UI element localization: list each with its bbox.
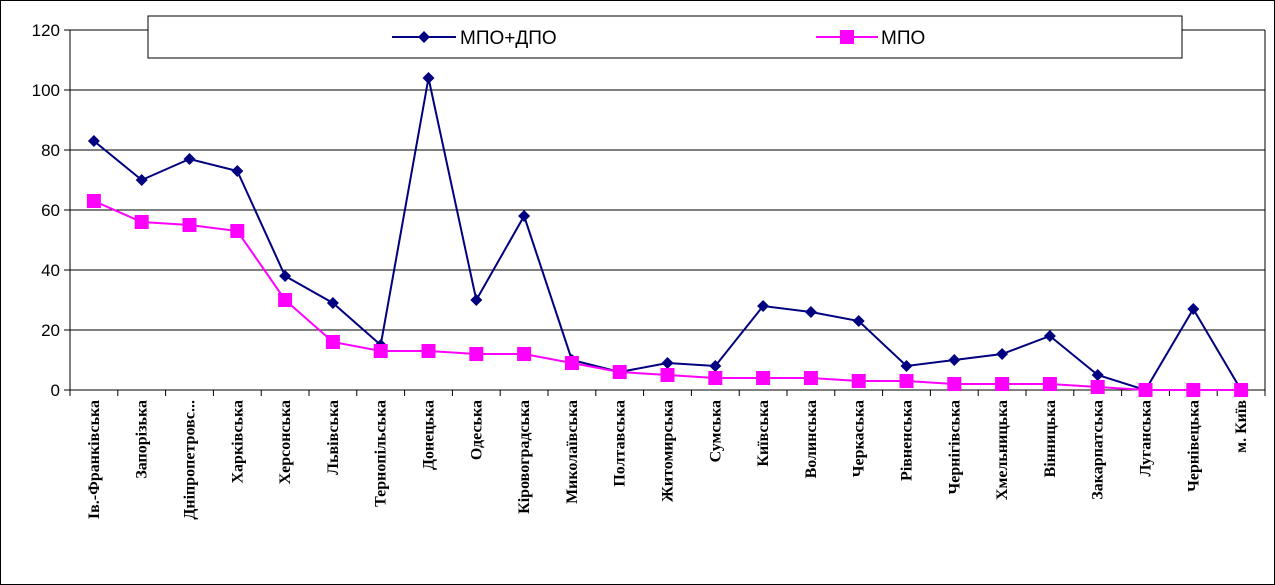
x-tick-label: Полтавська	[612, 400, 629, 487]
data-point-square	[612, 365, 627, 379]
data-point-square	[134, 215, 149, 229]
data-point-square	[1138, 383, 1153, 397]
x-tick-label: Тернопільська	[373, 400, 390, 507]
x-tick-label: Волинська	[803, 400, 820, 478]
x-tick-label: Дніпропетровс...	[182, 400, 199, 520]
legend-label-2: МПО	[881, 28, 925, 49]
data-point-diamond	[661, 357, 674, 369]
y-tick-label: 60	[41, 201, 60, 220]
data-point-square	[660, 368, 675, 382]
data-point-square	[947, 377, 962, 391]
x-tick-label: Донецька	[421, 400, 438, 470]
y-tick-label: 40	[41, 261, 60, 280]
x-tick-label: Луганська	[1138, 400, 1155, 477]
data-point-square	[86, 194, 101, 208]
data-point-square	[564, 356, 579, 370]
x-tick-label: Вінницька	[1042, 400, 1059, 477]
x-tick-label: Львівська	[325, 400, 342, 475]
data-point-square	[899, 374, 914, 388]
x-tick-label: Житомирська	[660, 400, 677, 502]
data-point-diamond	[135, 174, 148, 186]
y-axis-ticks: 0 20 40 60 80 100 120	[32, 21, 60, 400]
data-point-diamond	[900, 360, 913, 372]
data-point-square	[469, 347, 484, 361]
data-point-square	[325, 335, 340, 349]
data-point-diamond	[996, 348, 1009, 360]
x-tick-label: м. Київ	[1233, 400, 1250, 453]
data-point-diamond	[1043, 330, 1056, 342]
data-point-square	[1234, 383, 1249, 397]
axes	[64, 29, 1266, 396]
legend-marker-square-2	[840, 30, 854, 44]
data-point-diamond	[1187, 303, 1200, 315]
y-tick-label: 80	[41, 141, 60, 160]
data-point-diamond	[87, 135, 100, 147]
x-tick-label: Харківська	[229, 400, 246, 484]
x-tick-label: Херсонська	[277, 400, 294, 484]
data-point-square	[1090, 380, 1105, 394]
legend: МПО+ДПО МПО	[147, 15, 1183, 59]
legend-box	[147, 15, 1183, 59]
data-point-square	[851, 374, 866, 388]
legend-label-1: МПО+ДПО	[460, 28, 557, 49]
data-point-square	[182, 218, 197, 232]
data-point-diamond	[518, 210, 531, 222]
data-point-square	[1042, 377, 1057, 391]
data-point-square	[517, 347, 532, 361]
data-point-diamond	[279, 270, 292, 282]
data-point-diamond	[326, 297, 339, 309]
x-tick-label: Кіровоградська	[516, 400, 533, 514]
x-tick-label: Хмельницька	[994, 400, 1011, 500]
data-point-diamond	[231, 165, 244, 177]
series	[86, 72, 1249, 397]
data-point-square	[708, 371, 723, 385]
data-point-square	[230, 224, 245, 238]
data-point-diamond	[757, 300, 770, 312]
data-point-diamond	[948, 354, 961, 366]
data-point-square	[803, 371, 818, 385]
y-tick-label: 20	[41, 321, 60, 340]
data-point-diamond	[422, 72, 435, 84]
x-tick-label: Запорізька	[134, 400, 151, 479]
x-tick-label: Чернігівська	[946, 400, 963, 495]
data-point-diamond	[709, 360, 722, 372]
data-point-square	[421, 344, 436, 358]
data-point-diamond	[1091, 369, 1104, 381]
x-tick-label: Одеська	[468, 400, 485, 460]
x-tick-label: Чернівецька	[1185, 400, 1202, 492]
legend-marker-diamond-1	[418, 31, 430, 43]
data-point-square	[995, 377, 1010, 391]
data-point-diamond	[183, 153, 196, 165]
x-tick-label: Рівненська	[899, 400, 916, 481]
x-tick-label: Миколаївська	[564, 400, 581, 504]
data-point-diamond	[804, 306, 817, 318]
x-tick-label: Черкаська	[851, 400, 868, 477]
data-point-square	[1186, 383, 1201, 397]
x-tick-label: Закарпатська	[1090, 400, 1107, 500]
data-point-square	[373, 344, 388, 358]
y-tick-label: 100	[32, 81, 60, 100]
x-tick-label: Київська	[755, 400, 772, 467]
data-point-square	[756, 371, 771, 385]
data-point-square	[278, 293, 293, 307]
data-point-diamond	[470, 294, 483, 306]
x-axis-ticks: Ів.-Франківська Запорізька Дніпропетровс..…	[86, 400, 1250, 520]
gridlines	[70, 29, 1265, 391]
y-tick-label: 120	[32, 21, 60, 40]
data-point-diamond	[852, 315, 865, 327]
y-tick-label: 0	[51, 381, 60, 400]
x-tick-label: Ів.-Франківська	[86, 400, 103, 519]
x-tick-label: Сумська	[707, 400, 724, 462]
